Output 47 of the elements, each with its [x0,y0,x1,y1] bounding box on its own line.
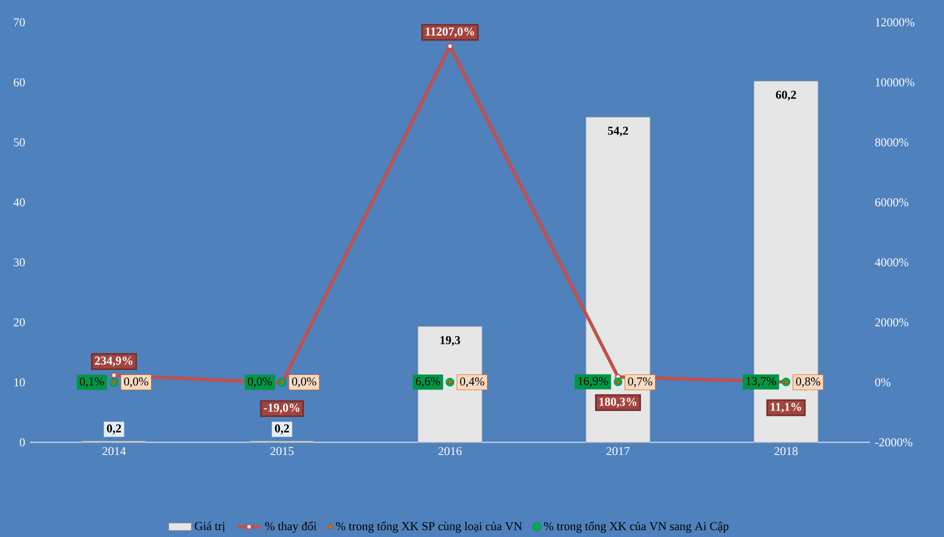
x-tick-label: 2016 [438,446,462,455]
data-label: 54,2 [608,126,628,136]
y-tick-label: 0 [20,438,25,446]
data-label: 0,2 [106,424,121,434]
legend-label: Giá trị [194,521,226,532]
data-label: 0,4% [460,377,484,387]
point [446,42,454,49]
point [110,372,118,378]
y2-tick-label: 12000% [876,18,914,26]
data-label: 6,6% [416,376,440,387]
y-tick-label: 60 [14,78,25,86]
data-label: 0,0% [292,377,316,388]
data-label: 0,0% [124,377,148,388]
y-tick-label: 70 [14,18,25,26]
data-label: 0,8% [796,377,820,387]
y2-tick-label: 6000% [875,198,908,206]
data-label: 234,9% [95,356,132,366]
legend-label: % thay đổi [265,521,317,532]
x-tick-label: 2017 [606,446,630,455]
x-tick-label: 2014 [102,446,126,455]
x-tick-label: 2015 [270,446,294,455]
y2-tick-label: 4000% [874,258,908,266]
data-label: 11,1% [770,402,802,412]
data-label: 16,9% [578,376,608,387]
data-label: 180,3% [599,397,636,408]
data-label: 0,1% [80,377,104,388]
y-tick-label: 40 [14,198,25,206]
x-tick-label: 2018 [774,446,798,455]
y2-tick-label: -2000% [875,438,912,446]
y2-tick-label: 0% [875,378,890,386]
y-tick-label: 20 [14,318,25,326]
legend-label: % trong tổng XK SP cùng loại của VN [336,521,522,532]
legend-label: % trong tổng XK của VN sang Ai Cập [544,521,728,532]
y2-tick-label: 10000% [876,78,914,86]
y-tick-label: 50 [14,138,25,146]
data-label: 0,2 [274,424,289,434]
data-label: 13,7% [746,376,776,387]
data-label: 60,2 [776,90,796,100]
data-label: 19,3 [440,336,460,346]
y-tick-label: 10 [14,378,25,386]
y-tick-label: 30 [14,258,25,266]
data-label: -19,0% [264,403,300,414]
y2-tick-label: 8000% [875,138,908,146]
data-label: 0,0% [248,377,272,388]
data-label: 0,7% [628,377,652,387]
data-label: 11207,0% [426,27,474,38]
y2-tick-label: 2000% [875,318,908,326]
